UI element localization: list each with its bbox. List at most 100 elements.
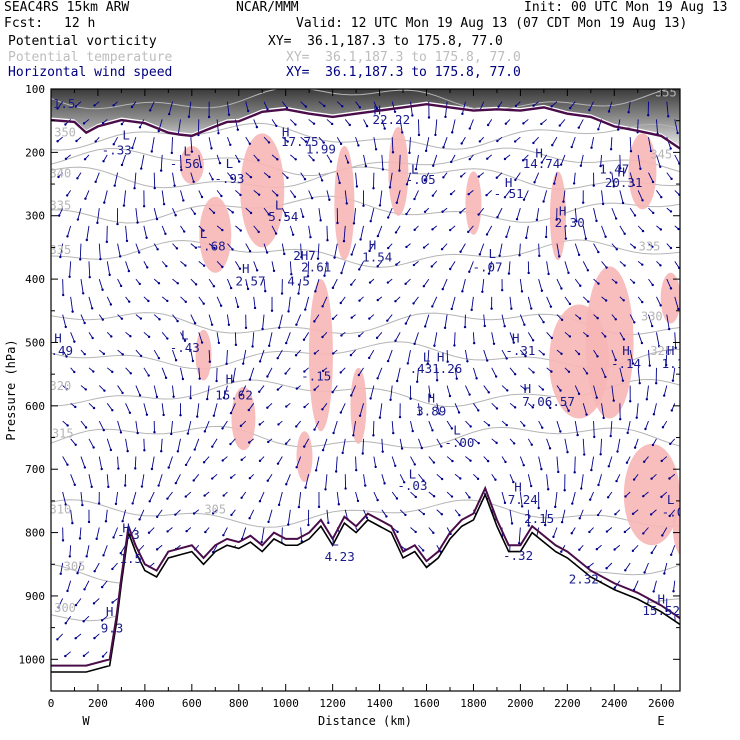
wind-arrow-head (294, 123, 297, 126)
wind-arrow (213, 403, 218, 416)
wind-arrow-head (596, 355, 599, 358)
pv-extremum-label: L (409, 467, 417, 482)
wind-arrow-head (362, 204, 365, 207)
wind-arrow (564, 403, 570, 411)
wind-arrow-head (633, 321, 636, 324)
wind-arrow-head (103, 201, 106, 204)
wind-arrow-head (467, 192, 470, 196)
wind-arrow-head (585, 372, 589, 375)
wind-arrow-head (339, 371, 342, 374)
wind-arrow (281, 207, 287, 217)
wind-arrow-head (503, 157, 507, 161)
wind-arrow-head (162, 413, 165, 417)
wind-arrow (326, 190, 330, 200)
wind-arrow-head (676, 131, 679, 135)
wind-arrow-head (202, 461, 206, 464)
wind-arrow (326, 509, 329, 523)
wind-arrow-head (340, 334, 343, 337)
wind-arrow (471, 296, 474, 310)
wind-arrow-head (68, 555, 72, 558)
wind-arrow-head (336, 221, 339, 225)
wind-arrow-head (579, 284, 582, 287)
wind-arrow (425, 137, 430, 151)
wind-arrow-head (65, 355, 68, 358)
wind-arrow-head (590, 146, 593, 149)
wind-arrow (289, 190, 296, 198)
wind-arrow (629, 207, 636, 216)
wind-arrow-head (157, 356, 161, 360)
wind-arrow-head (255, 269, 259, 272)
wind-arrow-head (236, 305, 240, 309)
wind-arrow-head (309, 235, 312, 239)
wind-arrow (69, 545, 72, 557)
wind-arrow-head (651, 443, 655, 447)
pv-extremum-label: 2.30 (555, 215, 585, 230)
wind-arrow-head (111, 601, 114, 604)
wind-arrow-head (404, 513, 407, 517)
wind-arrow-head (639, 167, 642, 170)
y-tick-label: 1000 (19, 653, 46, 666)
wind-arrow-head (662, 394, 666, 397)
wind-arrow-head (469, 459, 472, 462)
wind-arrow-head (651, 283, 654, 287)
wind-arrow-head (403, 481, 406, 484)
wind-arrow-head (202, 264, 206, 267)
wind-arrow-head (200, 195, 204, 199)
wind-arrow-head (475, 377, 478, 380)
wind-arrow (483, 314, 486, 326)
wind-arrow-head (211, 445, 214, 448)
wind-arrow (413, 296, 419, 304)
wind-arrow-head (236, 128, 240, 131)
wind-arrow-head (137, 251, 141, 254)
wind-arrow (88, 296, 93, 309)
wind-arrow (431, 296, 438, 307)
wind-arrow-head (513, 140, 517, 143)
wind-arrow-head (59, 255, 62, 259)
wind-arrow-head (522, 122, 525, 125)
wind-arrow (103, 154, 108, 162)
wind-arrow-head (449, 192, 453, 196)
wind-arrow-head (558, 124, 561, 127)
wind-arrow-head (459, 211, 462, 214)
wind-arrow (396, 190, 401, 203)
wind-arrow (469, 119, 474, 129)
wind-arrow-head (604, 335, 607, 338)
pv-extremum-label: L (181, 327, 189, 342)
wind-arrow-head (453, 344, 456, 347)
theta-label: 350 (54, 126, 76, 140)
wind-arrow (139, 509, 145, 520)
wind-arrow-head (671, 379, 675, 382)
wind-arrow-head (588, 498, 592, 501)
wind-arrow (314, 420, 320, 430)
wind-arrow (315, 456, 320, 471)
wind-arrow-head (134, 467, 137, 470)
wind-arrow (58, 598, 64, 608)
wind-arrow-head (220, 194, 223, 198)
wind-arrow-head (239, 193, 242, 197)
wind-arrow (519, 456, 525, 466)
wind-arrow-head (193, 212, 197, 215)
wind-arrow-head (294, 158, 297, 161)
wind-arrow-head (138, 282, 141, 286)
wind-arrow (131, 137, 137, 149)
pv-extremum-label: -.03 (397, 478, 427, 493)
wind-arrow-head (285, 341, 288, 345)
wind-arrow-head (577, 126, 580, 129)
wind-arrow-head (175, 247, 179, 250)
wind-arrow (125, 225, 128, 241)
wind-arrow-head (295, 425, 298, 428)
wind-arrow-head (651, 180, 655, 184)
wind-arrow-head (166, 299, 169, 303)
wind-arrow-head (414, 167, 418, 171)
wind-arrow-head (138, 394, 142, 397)
wind-arrow-head (544, 235, 548, 239)
wind-arrow-head (614, 318, 617, 321)
wind-arrow-head (520, 505, 524, 508)
wind-arrow-head (111, 370, 114, 374)
wind-arrow-head (606, 496, 610, 499)
wind-arrow-head (248, 142, 252, 145)
wind-arrow-head (196, 415, 199, 418)
wind-arrow-head (239, 229, 242, 232)
pv-extremum-label: L (423, 349, 431, 364)
pv-extremum-label: -.07 (472, 260, 502, 275)
